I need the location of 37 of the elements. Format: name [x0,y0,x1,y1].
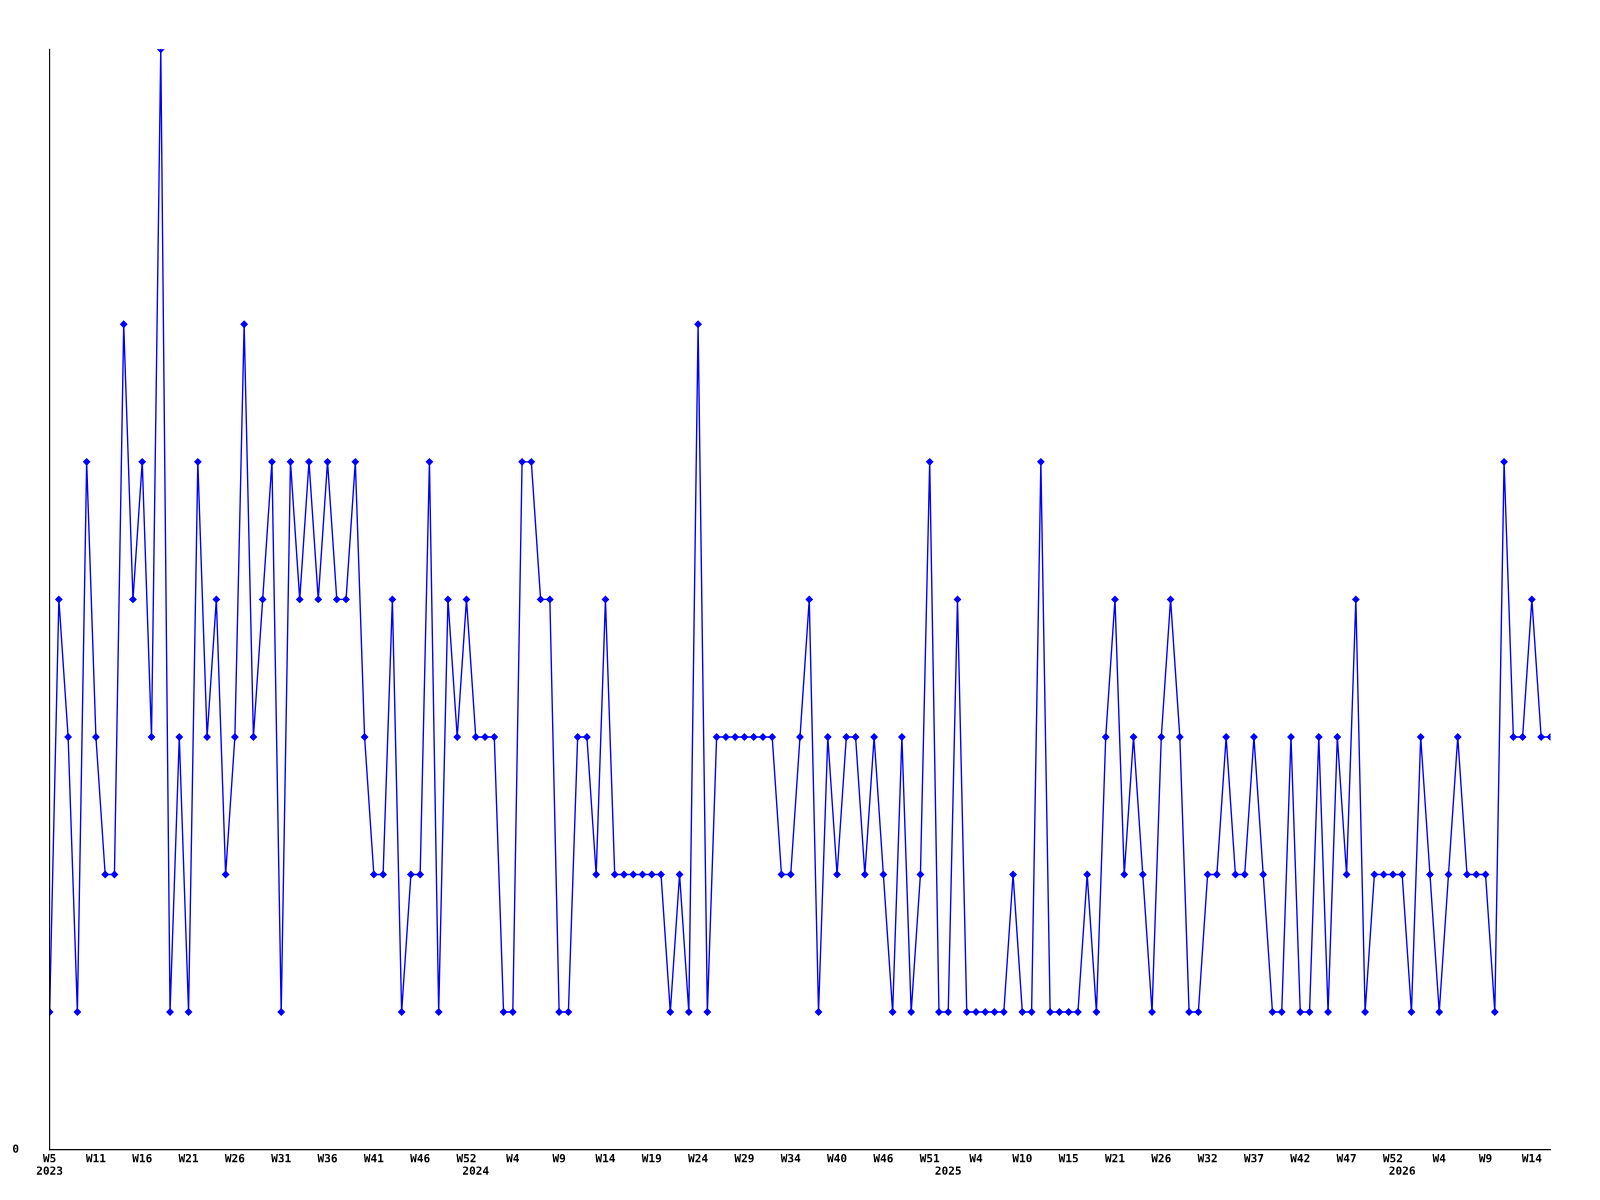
x-tick-label: W24 [688,1153,708,1163]
x-tick-label: W21 [1104,1153,1125,1163]
x-tick-label: W31 [271,1153,291,1163]
x-tick-label: W29 [734,1153,754,1163]
x-tick-label: W15 [1058,1154,1078,1163]
x-tick-label: W21 [178,1153,199,1163]
x-tick-label: W14 [595,1154,615,1163]
x-tick-label: W46 [410,1153,430,1163]
x-tick-label: 2025 [935,1166,961,1175]
x-tick-label: W52 [456,1153,476,1163]
x-tick-label: W19 [641,1154,662,1163]
x-tick-label: W41 [363,1154,384,1163]
x-tick-label: W9 [1478,1154,1492,1163]
x-tick-label: W4 [1432,1154,1446,1163]
x-tick-label: W5 2023 [36,1154,63,1175]
text: 0 [13,1144,19,1153]
x-tick-label: W51 [919,1154,940,1163]
x-tick-label: W4 [506,1154,519,1163]
x-tick-label: W32 [1197,1153,1217,1163]
x-tick-label: W14 [1521,1154,1542,1163]
x-tick-label: W16 [132,1153,152,1163]
x-tick-label: W46 [873,1153,893,1163]
x-tick-label: W26 [1151,1153,1171,1163]
x-tick-label: W11 [85,1154,106,1163]
x-tick-label: 2024 [463,1166,489,1175]
x-tick-label: W34 [780,1153,801,1163]
x-tick-label: W9 [552,1154,566,1163]
x-tick-label: W40 [827,1153,847,1163]
x-tick-label: W36 [317,1153,337,1163]
x-tick-label: W10 [1012,1153,1032,1163]
x-tick-label: W42 [1290,1153,1310,1163]
x-tick-label: W26 [224,1153,245,1163]
x-tick-label: W52 [1382,1153,1403,1163]
x-tick-label: W4 [969,1154,983,1163]
x-tick-label: W47 [1336,1154,1356,1163]
x-tick-label: W37 [1243,1153,1264,1163]
x-tick-label: 2026 [1389,1166,1415,1175]
